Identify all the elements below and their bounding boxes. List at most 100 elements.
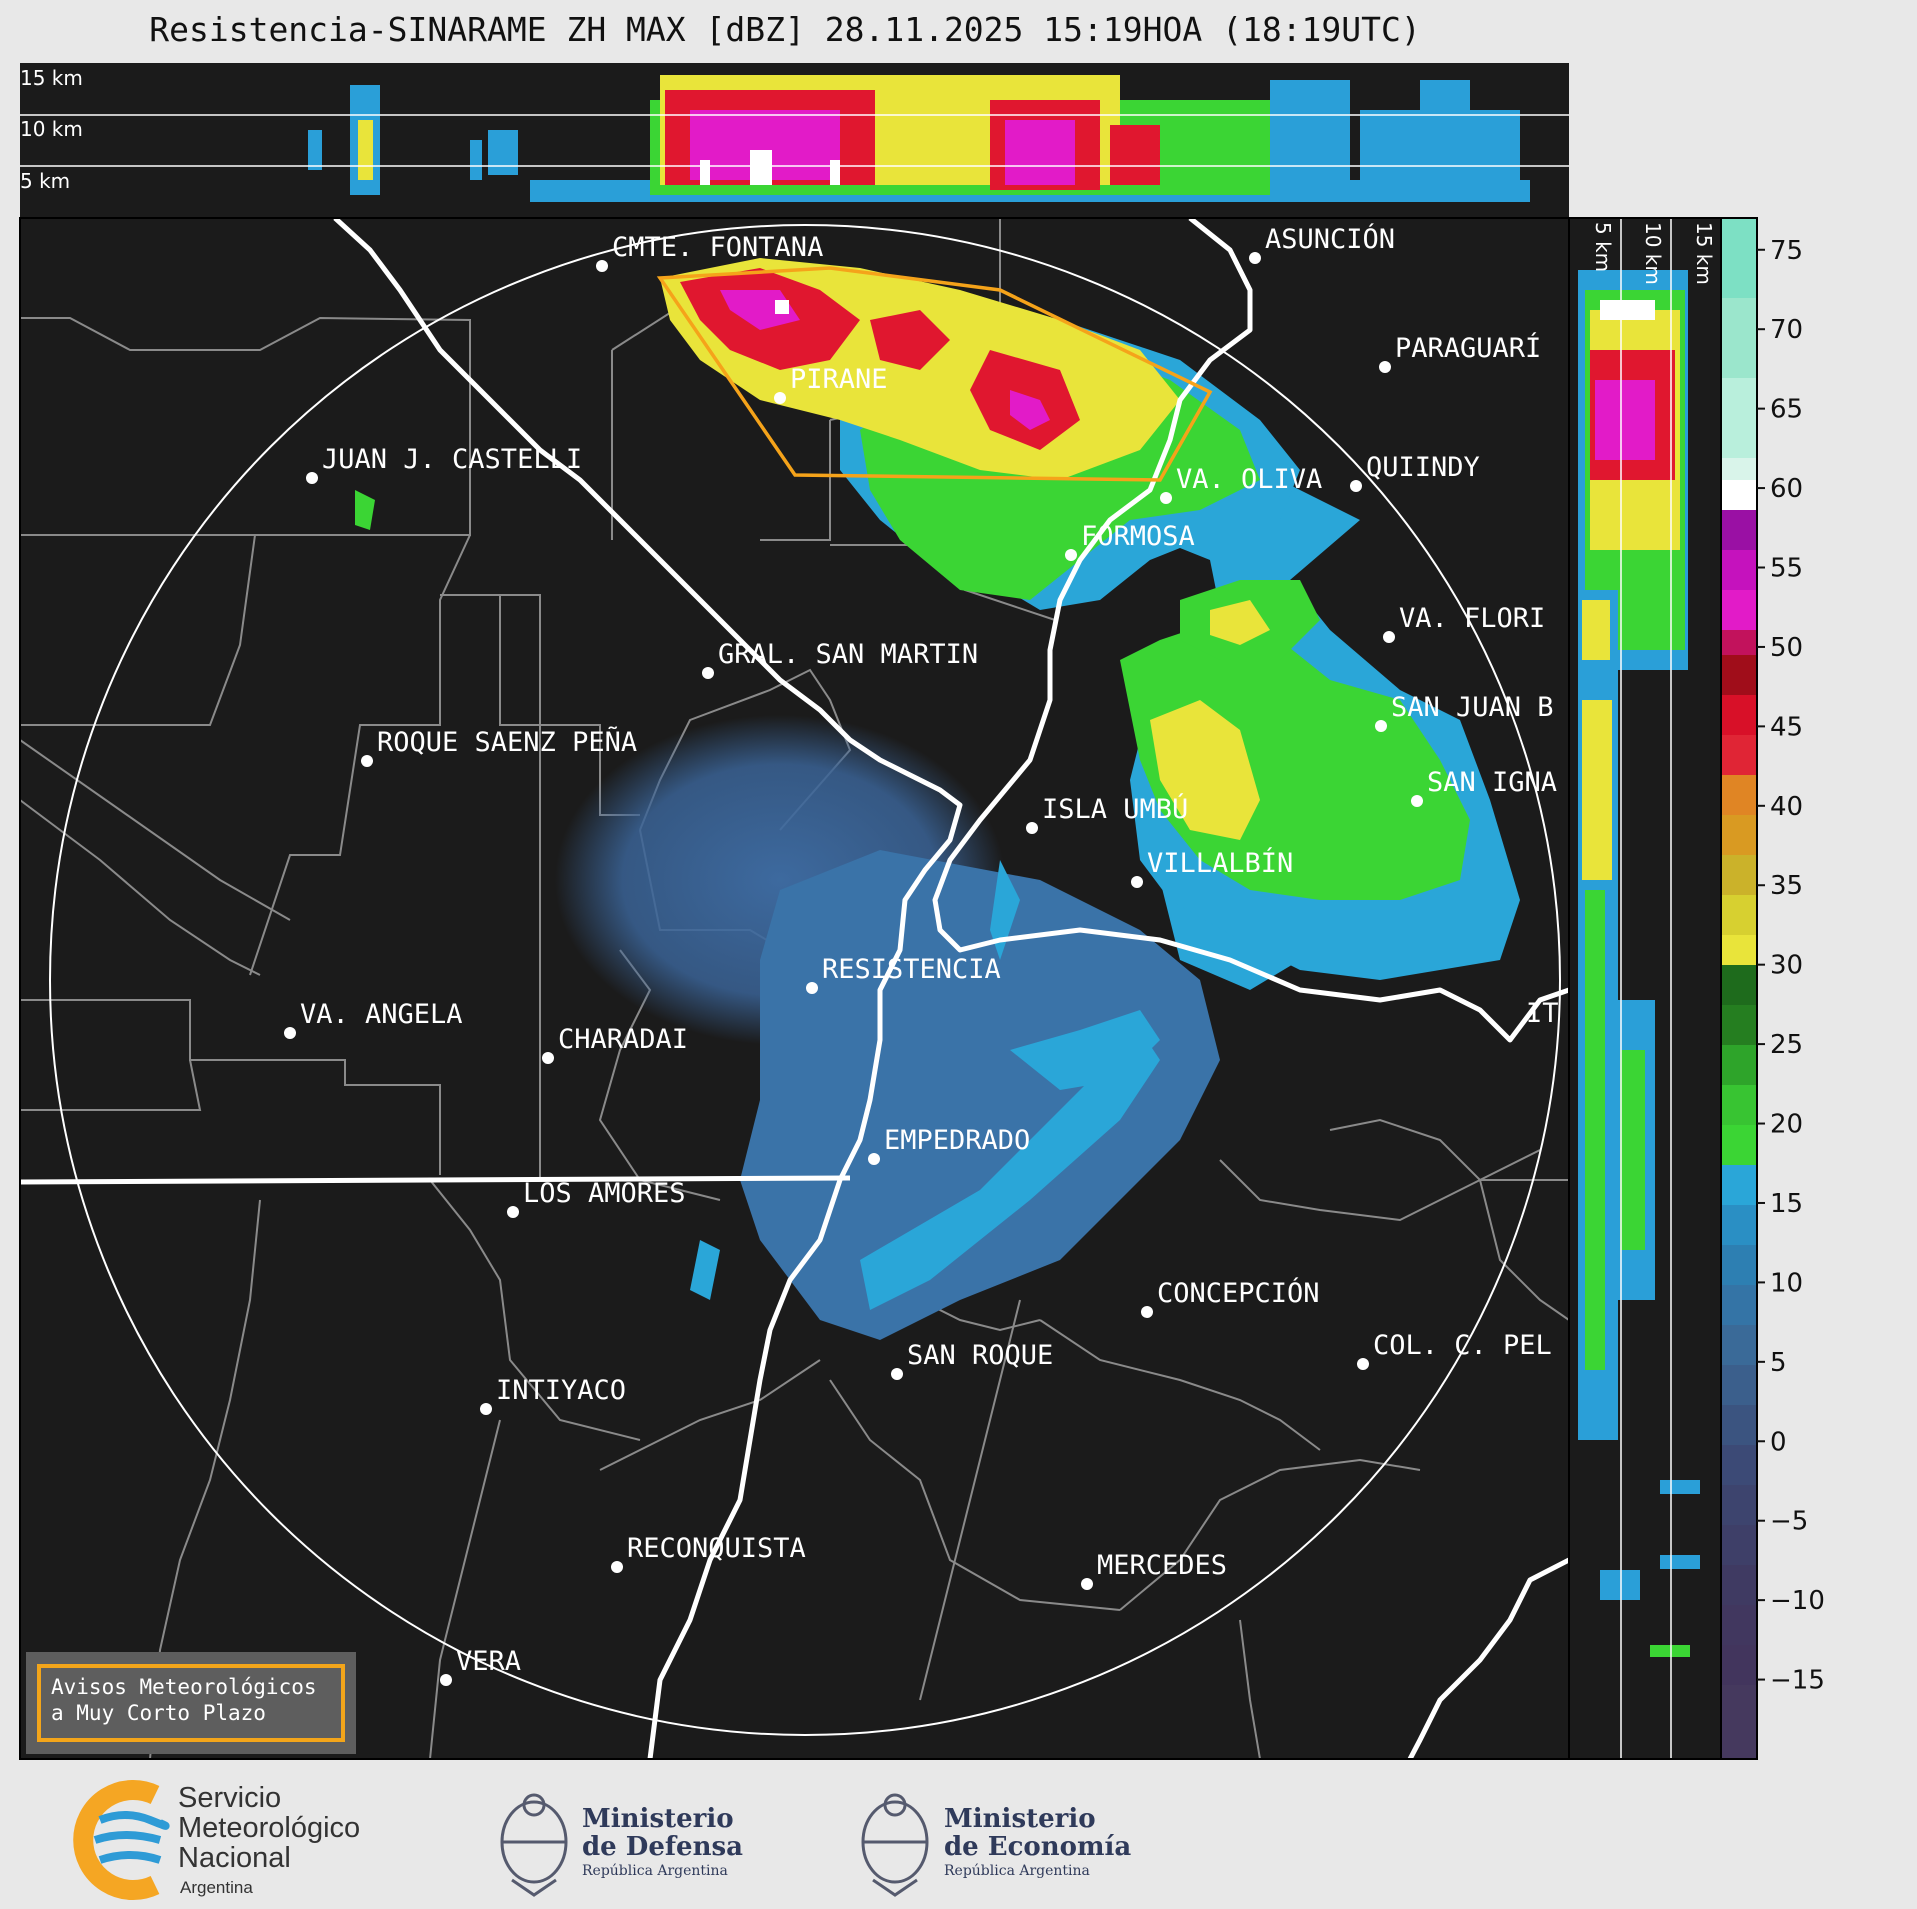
colorbar-tick-label: −15 [1770,1666,1825,1696]
city-label: EMPEDRADO [884,1125,1030,1156]
city-dot [1065,549,1077,561]
radar-figure: 15 km 10 km 5 km [19,63,1825,1760]
radar-echoes [355,258,1520,1340]
smn-line4: Argentina [180,1878,253,1897]
city-dot [1411,795,1423,807]
city-dot [1026,822,1038,834]
city-dot [306,472,318,484]
city-dot [1379,361,1391,373]
city-label: SAN ROQUE [907,1340,1053,1371]
alt-label-5: 5 km [20,169,70,193]
city-label: ASUNCIÓN [1265,223,1395,255]
city-label: LOS AMORES [523,1178,686,1209]
city-dot [507,1206,519,1218]
colorbar-tick-label: 30 [1770,951,1803,981]
main-radar-map: CMTE. FONTANA ASUNCIÓN PARAGUARÍ PIRANE … [19,217,1570,1760]
city-dot [1081,1578,1093,1590]
colorbar-tick-label: −10 [1770,1586,1825,1616]
smn-emblem-icon [73,1780,170,1900]
side-alt-label-10: 10 km [1641,222,1665,285]
city-label: MERCEDES [1097,1550,1227,1581]
city-dot [1160,492,1172,504]
city-label: COL. C. PEL [1373,1330,1552,1361]
city-label: ISLA UMBÚ [1042,793,1188,825]
footer-logos: Servicio Meteorológico Nacional Argentin… [73,1780,1131,1900]
smn-logo: Servicio Meteorológico Nacional Argentin… [73,1780,360,1900]
colorbar-tick-label: −5 [1770,1507,1808,1537]
city-label: PARAGUARÍ [1395,332,1541,364]
smn-line2: Meteorológico [178,1812,360,1844]
alt-label-15: 15 km [20,66,83,90]
defensa-logo: Ministerio de Defensa República Argentin… [500,1793,743,1897]
city-label: GRAL. SAN MARTIN [718,639,978,670]
city-label: VA. ANGELA [300,999,463,1030]
economia-line3: República Argentina [944,1863,1090,1879]
city-label: ROQUE SAENZ PEÑA [377,726,637,758]
city-label: QUIINDY [1366,452,1480,483]
colorbar-tick-label: 50 [1770,633,1803,663]
colorbar-tick-label: 25 [1770,1030,1803,1060]
city-dot [611,1561,623,1573]
city-label: PIRANE [790,364,888,395]
warning-info-box[interactable]: Avisos Meteorológicos a Muy Corto Plazo [26,1652,356,1754]
side-alt-label-5: 5 km [1591,222,1615,272]
colorbar-tick-label: 5 [1770,1348,1787,1378]
city-dot [1375,720,1387,732]
city-dot [480,1403,492,1415]
city-dot [1357,1358,1369,1370]
side-cross-section-echoes [1578,270,1700,1657]
city-dot [596,260,608,272]
city-label: VILLALBÍN [1147,847,1293,879]
city-label: CHARADAI [558,1024,688,1055]
smn-line3: Nacional [178,1842,291,1874]
top-cross-section-panel: 15 km 10 km 5 km [20,63,1569,218]
argentina-coat-of-arms-icon [861,1793,929,1897]
colorbar-tick-label: 0 [1770,1427,1787,1457]
city-dot [806,982,818,994]
warning-polygon [656,266,1213,482]
colorbar-tick-label: 65 [1770,395,1803,425]
international-borders [20,218,1569,1759]
city-label: VERA [456,1646,521,1677]
alt-label-10: 10 km [20,117,83,141]
warning-line1: Avisos Meteorológicos [51,1675,317,1699]
city-dot [1249,252,1261,264]
city-label: CONCEPCIÓN [1157,1277,1320,1309]
colorbar-tick-label: 70 [1770,315,1803,345]
city-label: VA. FLORI [1399,603,1545,634]
city-dot [284,1027,296,1039]
argentina-coat-of-arms-icon [500,1793,568,1897]
economia-logo: Ministerio de Economía República Argenti… [861,1793,1131,1897]
city-dot [1350,480,1362,492]
colorbar-tick-label: 75 [1770,236,1803,266]
city-dot [542,1052,554,1064]
colorbar-tick-label: 35 [1770,871,1803,901]
colorbar-tick-label: 45 [1770,712,1803,742]
defensa-line3: República Argentina [582,1863,728,1879]
warning-line2: a Muy Corto Plazo [51,1701,266,1725]
city-label: FORMOSA [1081,521,1195,552]
city-dot [774,392,786,404]
city-label: IT [1526,998,1559,1029]
city-dot [891,1368,903,1380]
city-label: INTIYACO [496,1375,626,1406]
range-ring [49,224,1561,1736]
city-dot [1383,631,1395,643]
smn-line1: Servicio [178,1782,281,1814]
city-dot [440,1674,452,1686]
city-dot [868,1153,880,1165]
city-label: RECONQUISTA [627,1533,806,1564]
colorbar-tick-label: 60 [1770,474,1803,504]
city-label: SAN IGNA [1427,767,1557,798]
colorbar-tick-label: 10 [1770,1268,1803,1298]
city-markers: CMTE. FONTANA ASUNCIÓN PARAGUARÍ PIRANE … [284,223,1559,1686]
city-label: VA. OLIVA [1176,464,1322,495]
colorbar-tick-label: 40 [1770,792,1803,822]
defensa-line2: de Defensa [582,1832,743,1862]
city-label: JUAN J. CASTELLI [322,444,582,475]
colorbar-tick-label: 15 [1770,1189,1803,1219]
economia-line1: Ministerio [944,1804,1096,1834]
map-title: Resistencia-SINARAME ZH MAX [dBZ] 28.11.… [149,10,1421,49]
